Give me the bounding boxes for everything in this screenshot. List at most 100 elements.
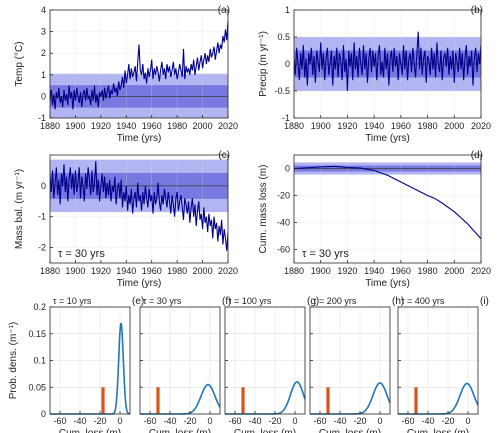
x-tick-label: 1920 (91, 266, 111, 276)
x-tick-label: 1980 (418, 121, 438, 131)
y-tick-label: 0 (41, 409, 46, 419)
x-tick-label: -20 (441, 416, 454, 426)
x-tick-label: -60 (401, 416, 414, 426)
pdf-curve-e (50, 322, 131, 415)
y-tick-label: 0 (41, 181, 46, 191)
pdf-panel-e: -60 -40 -20 0 0 0.05 0.1 0.15 0.2 Cum. loss (m) Pr… (8, 296, 144, 433)
y-tick-label: -0.5 (274, 86, 290, 96)
x-axis-label: Time (yrs) (117, 278, 162, 289)
x-tick-label: 1880 (40, 266, 60, 276)
y-tick-label: -40 (277, 218, 290, 228)
series-line-b (294, 31, 481, 92)
observed-loss-bar (156, 387, 160, 414)
x-tick-label: 1980 (167, 266, 187, 276)
x-tick-label: -40 (73, 416, 86, 426)
pdf-panel-f: -60 -40 -20 0 Cum. loss (m) τ = 30 yrs (f) (139, 296, 231, 433)
panel-b: 1880 1900 1920 1940 1960 1980 2000 2020 -1 -0.5 0 0… (258, 5, 491, 144)
pdf-curve-f (140, 383, 221, 415)
x-axis-label: Time (yrs) (365, 278, 410, 289)
y-tick-label: -1 (282, 113, 290, 123)
pdf-panel-h: -60 -40 -20 0 Cum. loss (m) τ = 200 yrs (h) (309, 296, 404, 433)
axes-box (49, 9, 229, 119)
x-tick-label: 1900 (65, 266, 85, 276)
x-axis-label: Time (yrs) (365, 133, 410, 144)
y-tick-label: 2 (41, 48, 46, 58)
x-tick-label: 1900 (311, 121, 331, 131)
y-tick-label: 0.1 (33, 356, 46, 366)
x-tick-label: 0 (117, 416, 122, 426)
panel-label: (a) (218, 5, 230, 16)
x-tick-label: 2000 (193, 266, 213, 276)
observed-loss-bar (414, 387, 418, 414)
y-tick-label: 1 (285, 5, 290, 15)
y-axis-label: Temp (°C) (14, 41, 25, 86)
x-tick-label: -60 (228, 416, 241, 426)
x-tick-label: 1940 (364, 121, 384, 131)
y-tick-label: 1 (41, 70, 46, 80)
x-tick-label: -20 (353, 416, 366, 426)
observed-loss-bar (101, 387, 105, 414)
x-tick-label: -60 (313, 416, 326, 426)
y-axis-label: Prob. dens. (m⁻¹) (8, 322, 19, 400)
y-tick-label: -20 (277, 191, 290, 201)
panel-label: (c) (218, 150, 230, 161)
x-tick-label: 0 (207, 416, 212, 426)
x-tick-label: -40 (421, 416, 434, 426)
x-tick-label: -20 (93, 416, 106, 426)
panel-label: (h) (392, 296, 404, 307)
panel-label: (i) (480, 296, 489, 307)
axes-box (49, 154, 229, 264)
y-tick-label: 0.2 (33, 302, 46, 312)
tau-label: τ = 400 yrs (401, 296, 445, 306)
tau-annotation: τ = 30 yrs (302, 248, 349, 260)
series-line-d (294, 165, 481, 240)
y-tick-label: 0.15 (28, 329, 46, 339)
x-tick-label: 1920 (91, 121, 111, 131)
x-tick-label: -40 (248, 416, 261, 426)
tau-annotation: τ = 30 yrs (58, 248, 105, 260)
x-tick-label: -60 (53, 416, 66, 426)
y-tick-label: 0.5 (277, 32, 290, 42)
x-tick-label: 2020 (218, 121, 238, 131)
panel-label: (f) (222, 296, 231, 307)
x-tick-label: 1960 (391, 266, 411, 276)
y-tick-label: -1 (38, 212, 46, 222)
panel-a: 1880 1900 1920 1940 1960 1980 2000 2020 -1 0 1 2 3 4 T… (14, 5, 238, 144)
x-tick-label: 1900 (65, 121, 85, 131)
panel-c: 1880 1900 1920 1940 1960 1980 2000 2020 -2 -1 0 Tim… (14, 150, 238, 289)
x-tick-label: 2000 (444, 121, 464, 131)
pdf-curve-g (225, 381, 306, 415)
y-tick-label: 0 (41, 91, 46, 101)
x-tick-label: 1960 (142, 121, 162, 131)
x-tick-label: -60 (143, 416, 156, 426)
y-axis-label: Precip (m yr⁻¹) (258, 31, 269, 97)
x-tick-label: 2000 (444, 266, 464, 276)
pdf-curve-i (398, 382, 479, 415)
y-axis-label: Mass bal. (m yr⁻¹) (14, 169, 25, 249)
x-tick-label: 2020 (471, 121, 491, 131)
pdf-panel-i: -60 -40 -20 0 Cum. loss (m) τ = 400 yrs (i) (397, 296, 489, 433)
x-tick-label: 0 (292, 416, 297, 426)
x-tick-label: 2000 (193, 121, 213, 131)
y-tick-label: -60 (277, 245, 290, 255)
axes-box (293, 154, 482, 264)
x-tick-label: 1940 (116, 121, 136, 131)
x-tick-label: 1900 (311, 266, 331, 276)
series-line-a (50, 20, 228, 110)
series-line-c (50, 161, 228, 251)
x-tick-label: 1880 (284, 266, 304, 276)
y-tick-label: 3 (41, 27, 46, 37)
panel-label: (e) (132, 296, 144, 307)
x-tick-label: 1880 (40, 121, 60, 131)
x-axis-label: Cum. loss (m) (407, 428, 469, 433)
y-tick-label: -2 (38, 243, 46, 253)
x-tick-label: -20 (268, 416, 281, 426)
x-tick-label: 0 (377, 416, 382, 426)
x-tick-label: 1980 (167, 121, 187, 131)
y-tick-label: 0.05 (28, 382, 46, 392)
observed-loss-bar (326, 387, 330, 414)
x-axis-label: Time (yrs) (117, 133, 162, 144)
x-tick-label: 1960 (391, 121, 411, 131)
x-tick-label: 1980 (418, 266, 438, 276)
